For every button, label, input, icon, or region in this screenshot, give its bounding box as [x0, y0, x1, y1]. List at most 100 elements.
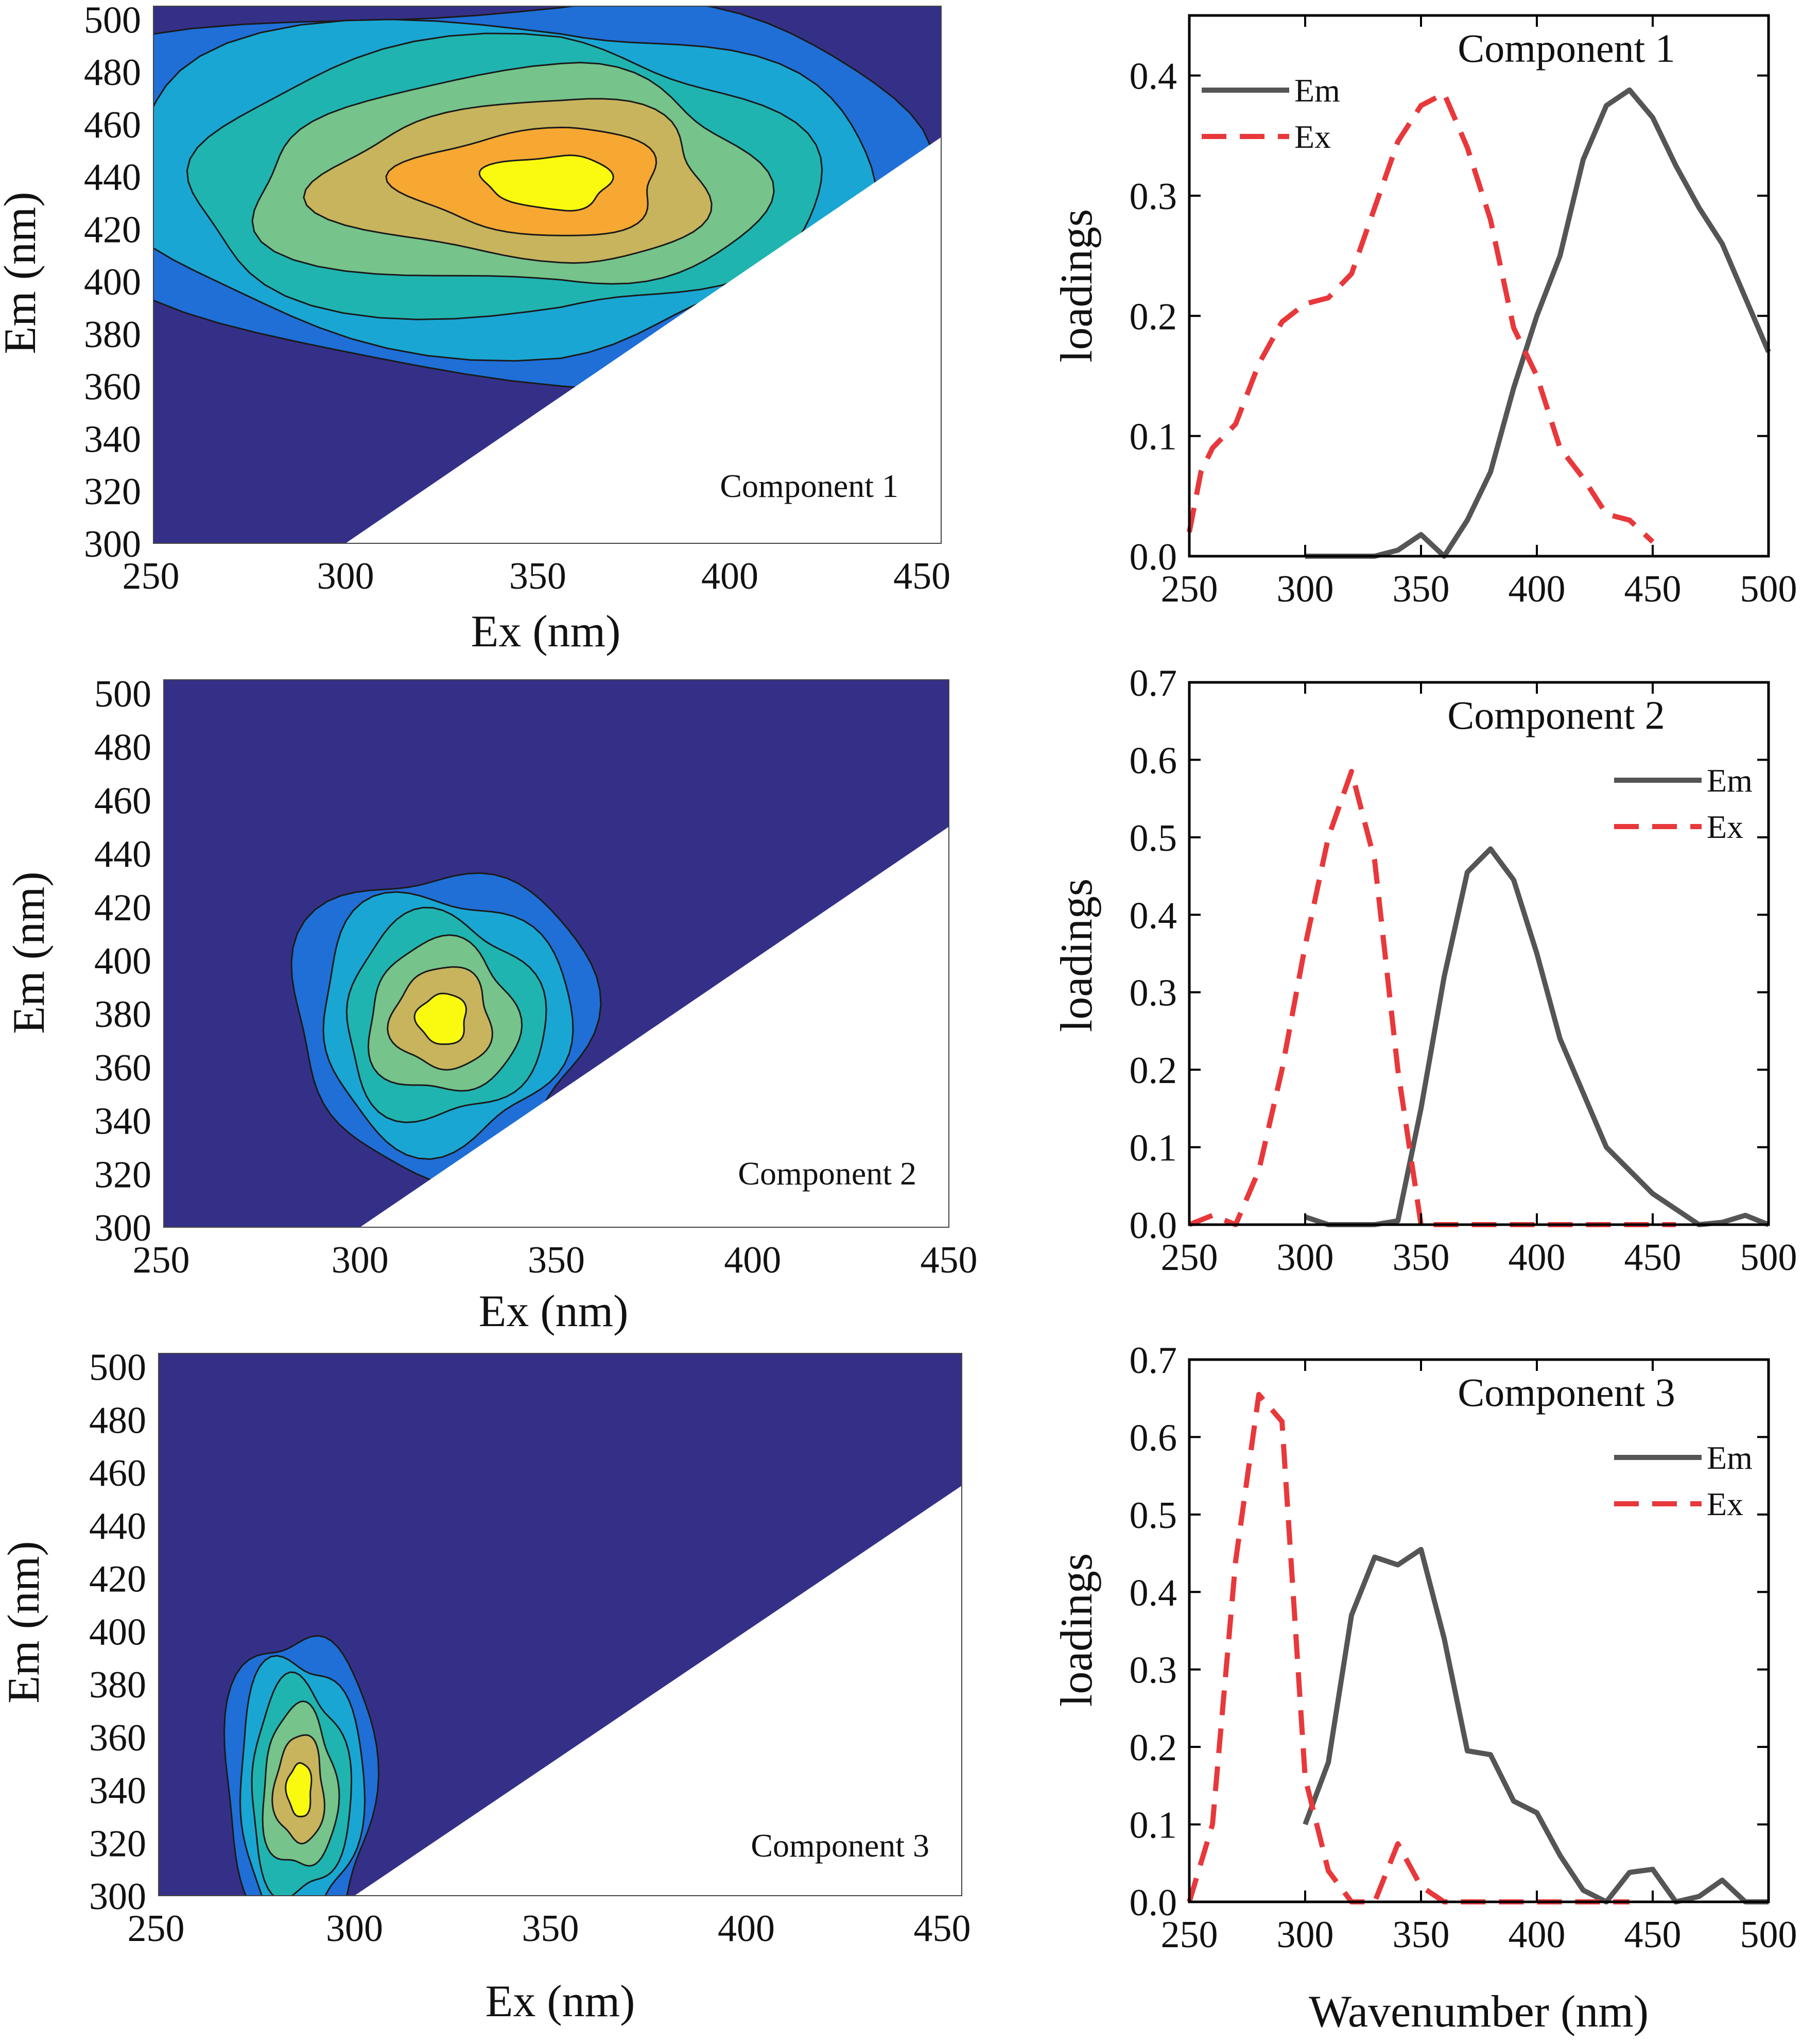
y-tick-label: 320: [89, 1823, 146, 1865]
plot-frame: [1188, 14, 1770, 558]
y-tick-label: 360: [94, 1047, 151, 1089]
y-tick-label: 380: [84, 314, 141, 356]
x-tick-label: 250: [1161, 568, 1218, 610]
y-axis-label: loadings: [1052, 1553, 1102, 1707]
plot-title: Component 1: [1458, 26, 1675, 71]
y-tick-label: 300: [94, 1207, 151, 1249]
x-tick-label: 400: [724, 1239, 781, 1281]
plot-title: Component 3: [1458, 1370, 1675, 1415]
y-axis-label: loadings: [1052, 879, 1102, 1032]
y-tick-label: 0.1: [1130, 416, 1177, 458]
x-tick-label: 350: [1393, 1914, 1450, 1956]
y-tick-label: 500: [84, 0, 141, 41]
x-tick-label: 500: [1740, 1914, 1797, 1956]
ex-series-line: [1187, 91, 1655, 544]
y-tick-label: 0.6: [1130, 740, 1177, 782]
x-tick-label: 450: [921, 1239, 978, 1281]
legend-label: Ex: [1707, 809, 1743, 845]
x-tick-label: 450: [1624, 1236, 1682, 1279]
x-tick-label: 400: [718, 1908, 775, 1950]
x-tick-label: 250: [133, 1239, 190, 1281]
y-tick-label: 0.5: [1130, 817, 1177, 860]
y-tick-label: 300: [84, 523, 141, 565]
plot-frame: [1188, 1358, 1770, 1903]
legend-label: Em: [1707, 1439, 1753, 1476]
y-tick-label: 500: [89, 1347, 146, 1389]
x-tick-label: 350: [509, 555, 566, 597]
y-tick-label: 440: [94, 833, 151, 875]
contour-plot-1: [153, 6, 941, 543]
x-tick-label: 300: [1277, 1914, 1334, 1956]
contour-level-7: [478, 154, 614, 212]
masked-region: [345, 137, 941, 543]
y-tick-label: 0.4: [1130, 895, 1177, 937]
loadings-plot-2: Em Ex: [1188, 762, 1770, 1227]
y-tick-label: 340: [84, 418, 141, 460]
y-tick-label: 0.4: [1130, 56, 1177, 98]
y-tick-label: 440: [89, 1505, 146, 1548]
y-tick-label: 480: [89, 1399, 146, 1441]
plot-frame: [163, 679, 949, 1228]
x-tick-label: 350: [528, 1239, 585, 1281]
x-tick-label: 400: [1509, 568, 1566, 610]
x-axis-label: Ex (nm): [471, 607, 621, 657]
loadings-plot-3: Em Ex: [1187, 1392, 1769, 1904]
y-tick-label: 360: [84, 366, 141, 408]
em-series-line: [1305, 87, 1771, 559]
y-tick-label: 0.7: [1130, 1339, 1177, 1382]
x-axis-label: Wavenumber (nm): [1309, 1987, 1649, 2037]
component-label: Component 3: [751, 1827, 929, 1864]
y-axis-label: Em (nm): [0, 1541, 49, 1703]
legend-label: Em: [1707, 762, 1753, 799]
x-tick-label: 400: [1509, 1914, 1566, 1956]
masked-region: [354, 1485, 962, 1896]
y-tick-label: 0.2: [1130, 296, 1177, 338]
contour-level-6: [413, 992, 467, 1045]
x-tick-label: 500: [1740, 568, 1797, 610]
contour-fill-group: [153, 6, 941, 543]
x-tick-label: 250: [123, 555, 180, 597]
masked-region: [360, 827, 949, 1227]
y-tick-label: 460: [84, 104, 141, 146]
x-tick-label: 350: [1393, 1236, 1450, 1279]
y-tick-label: 0.4: [1130, 1572, 1177, 1614]
legend-label: Ex: [1707, 1486, 1743, 1522]
y-tick-label: 400: [94, 940, 151, 982]
y-tick-label: 480: [94, 727, 151, 769]
x-tick-label: 300: [1277, 568, 1334, 610]
y-tick-label: 340: [89, 1770, 146, 1812]
y-tick-label: 0.0: [1130, 536, 1177, 578]
y-tick-label: 420: [84, 209, 141, 251]
y-tick-label: 320: [84, 471, 141, 513]
x-axis-label: Ex (nm): [486, 1977, 635, 2026]
y-tick-label: 400: [84, 261, 141, 303]
x-tick-label: 450: [1624, 1914, 1682, 1956]
y-axis-label: Em (nm): [0, 192, 45, 354]
legend-label: Em: [1294, 72, 1340, 109]
y-tick-label: 400: [89, 1611, 146, 1653]
y-axis-label: Em (nm): [4, 871, 54, 1034]
y-tick-label: 320: [94, 1154, 151, 1196]
x-tick-label: 250: [128, 1908, 185, 1950]
y-tick-label: 0.0: [1130, 1882, 1177, 1924]
legend-label: Ex: [1294, 118, 1331, 155]
y-tick-label: 0.1: [1130, 1127, 1177, 1170]
y-tick-label: 0.0: [1130, 1205, 1177, 1247]
y-tick-label: 340: [94, 1101, 151, 1143]
x-tick-label: 300: [332, 1239, 389, 1281]
ex-series-line: [1187, 1392, 1630, 1904]
y-axis-label: loadings: [1052, 209, 1102, 363]
x-tick-label: 300: [1277, 1236, 1334, 1279]
x-tick-label: 300: [317, 555, 374, 597]
x-tick-label: 400: [701, 555, 758, 597]
y-tick-label: 0.3: [1130, 972, 1177, 1015]
contour-fill-group: [164, 680, 949, 1227]
contour-plot-2: [164, 680, 949, 1227]
y-tick-label: 0.1: [1130, 1805, 1177, 1847]
y-tick-label: 460: [89, 1452, 146, 1495]
y-tick-label: 500: [94, 673, 151, 715]
component-label: Component 1: [720, 468, 898, 504]
contour-fill-group: [159, 1353, 962, 1896]
x-tick-label: 450: [893, 555, 950, 597]
